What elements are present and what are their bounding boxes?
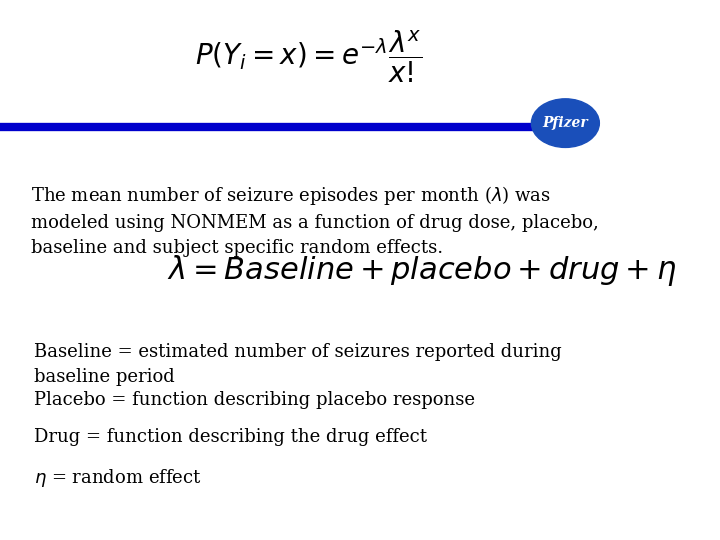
Text: Pfizer: Pfizer: [543, 116, 588, 130]
Ellipse shape: [531, 99, 599, 147]
Text: Placebo = function describing placebo response: Placebo = function describing placebo re…: [34, 390, 475, 409]
Text: Baseline = estimated number of seizures reported during
baseline period: Baseline = estimated number of seizures …: [34, 343, 562, 386]
Text: $\lambda = Baseline + placebo + drug + \eta$: $\lambda = Baseline + placebo + drug + \…: [167, 253, 676, 287]
Text: $P(Y_i = x) = e^{-\lambda} \dfrac{\lambda^x}{x!}$: $P(Y_i = x) = e^{-\lambda} \dfrac{\lambd…: [195, 29, 423, 85]
Text: $\eta$ = random effect: $\eta$ = random effect: [34, 467, 202, 489]
Text: Drug = function describing the drug effect: Drug = function describing the drug effe…: [34, 428, 427, 447]
Text: The mean number of seizure episodes per month ($\lambda$) was
modeled using NONM: The mean number of seizure episodes per …: [31, 184, 598, 256]
